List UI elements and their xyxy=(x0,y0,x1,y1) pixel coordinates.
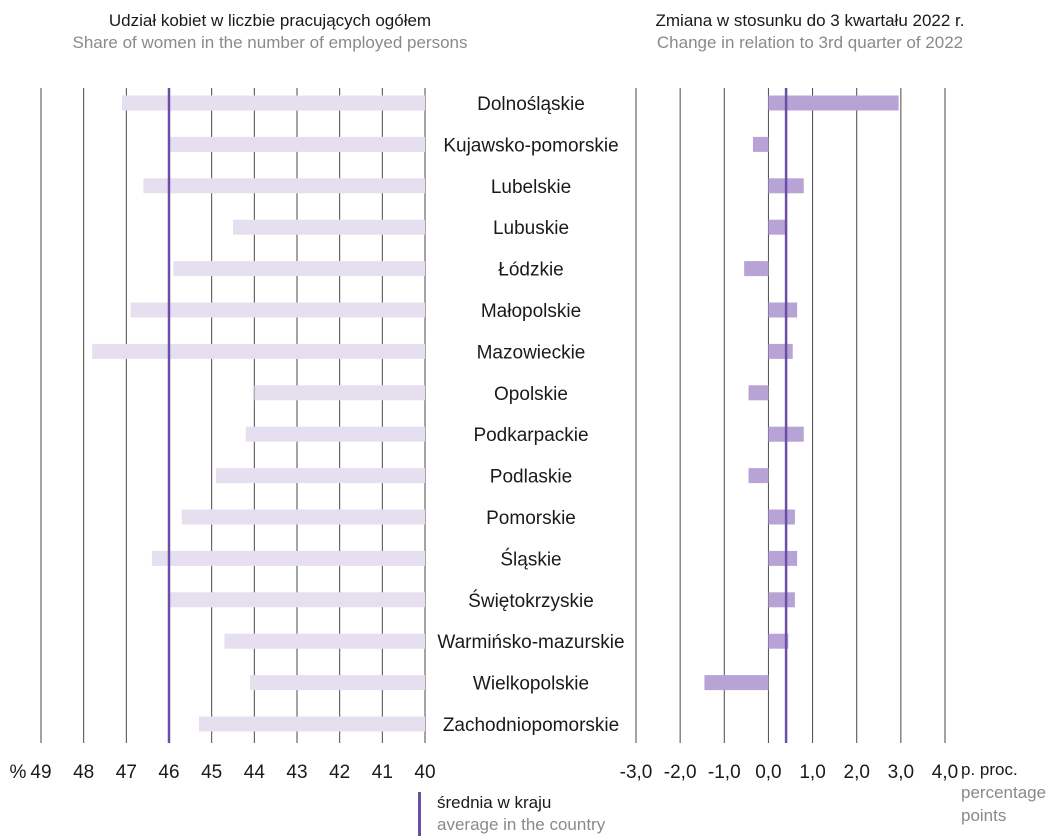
left-tick-label: 41 xyxy=(372,762,393,783)
change-bar xyxy=(752,136,769,152)
legend-average-swatch xyxy=(418,792,421,836)
left-tick-label: 45 xyxy=(201,762,222,783)
change-bar xyxy=(744,261,769,277)
share-bar xyxy=(224,633,425,649)
left-subtitle: Share of women in the number of employed… xyxy=(72,33,468,52)
change-bar xyxy=(704,675,769,691)
share-bar xyxy=(169,136,425,152)
right-gridlines xyxy=(635,88,946,743)
share-bar xyxy=(250,675,425,691)
share-bar xyxy=(143,178,425,194)
change-bar xyxy=(768,550,798,566)
region-label: Lubelskie xyxy=(491,177,571,198)
change-bar xyxy=(768,633,789,649)
left-tick-label: 49 xyxy=(30,762,51,783)
right-tick-label: 0,0 xyxy=(755,762,781,783)
right-bars xyxy=(704,95,899,691)
region-label: Podkarpackie xyxy=(473,425,588,446)
change-bar xyxy=(768,219,787,235)
region-label: Warmińsko-mazurskie xyxy=(437,632,624,653)
average-lines xyxy=(167,88,788,743)
left-axis-prefix: % xyxy=(10,762,27,783)
left-tick-label: 46 xyxy=(158,762,179,783)
left-tick-label: 42 xyxy=(329,762,350,783)
change-bar xyxy=(768,343,793,359)
region-label: Pomorskie xyxy=(486,508,576,529)
change-bar xyxy=(768,592,795,608)
right-tick-label: -2,0 xyxy=(664,762,697,783)
region-label: Dolnośląskie xyxy=(477,94,585,115)
change-bar xyxy=(768,509,795,525)
left-tick-label: 47 xyxy=(116,762,137,783)
left-tick-label: 48 xyxy=(73,762,94,783)
unit-label-en: percentage points xyxy=(961,783,1047,825)
left-tick-label: 43 xyxy=(286,762,307,783)
region-label: Wielkopolskie xyxy=(473,674,589,695)
category-labels: Dolnośląskie Kujawsko-pomorskie Lubelskie L… xyxy=(437,94,624,736)
region-label: Opolskie xyxy=(494,384,568,405)
share-bar xyxy=(130,302,425,318)
share-bar xyxy=(233,219,425,235)
region-label: Lubuskie xyxy=(493,218,569,239)
right-tick-label: 3,0 xyxy=(888,762,914,783)
right-tick-label: 1,0 xyxy=(799,762,825,783)
right-chart-title: Zmiana w stosunku do 3 kwartału 2022 r. … xyxy=(600,10,1020,54)
region-label: Kujawsko-pomorskie xyxy=(443,135,618,156)
region-label: Świętokrzyskie xyxy=(468,590,594,612)
change-bar xyxy=(768,95,899,111)
legend-label-en: average in the country xyxy=(437,815,606,834)
right-tick-label: 2,0 xyxy=(844,762,870,783)
share-bar xyxy=(245,426,425,442)
left-title: Udział kobiet w liczbie pracujących ogół… xyxy=(108,11,432,30)
legend-label: średnia w kraju xyxy=(437,793,552,812)
share-bar xyxy=(198,716,425,732)
change-bar xyxy=(768,302,798,318)
region-label: Podlaskie xyxy=(490,467,572,488)
region-label: Łódzkie xyxy=(498,260,564,281)
right-title: Zmiana w stosunku do 3 kwartału 2022 r. xyxy=(655,11,965,30)
share-bar xyxy=(254,385,425,401)
right-tick-label: 4,0 xyxy=(932,762,958,783)
unit-label-pl: p. proc. xyxy=(961,760,1018,779)
share-bar xyxy=(173,261,425,277)
region-label: Zachodniopomorskie xyxy=(443,715,619,736)
tick-labels: 49 48 47 46 45 44 43 42 41 40 -3,0 -2,0 -1,0 0,0 1,0 2,… xyxy=(30,762,958,783)
region-label: Śląskie xyxy=(500,548,561,570)
share-bar xyxy=(151,550,425,566)
share-bar xyxy=(169,592,425,608)
share-bar xyxy=(181,509,425,525)
unit-label: p. proc. percentage points xyxy=(961,758,1063,827)
change-bar xyxy=(748,468,769,484)
right-tick-label: -3,0 xyxy=(620,762,653,783)
left-bars xyxy=(92,95,426,732)
share-bar xyxy=(122,95,426,111)
right-subtitle: Change in relation to 3rd quarter of 202… xyxy=(656,33,964,52)
left-tick-label: 40 xyxy=(414,762,435,783)
change-bar xyxy=(748,385,769,401)
share-bar xyxy=(92,343,425,359)
region-label: Mazowieckie xyxy=(477,342,586,363)
share-bar xyxy=(215,468,425,484)
region-label: Małopolskie xyxy=(481,301,581,322)
left-chart-title: Udział kobiet w liczbie pracujących ogół… xyxy=(20,10,520,54)
left-tick-label: 44 xyxy=(244,762,266,783)
right-tick-label: -1,0 xyxy=(708,762,741,783)
